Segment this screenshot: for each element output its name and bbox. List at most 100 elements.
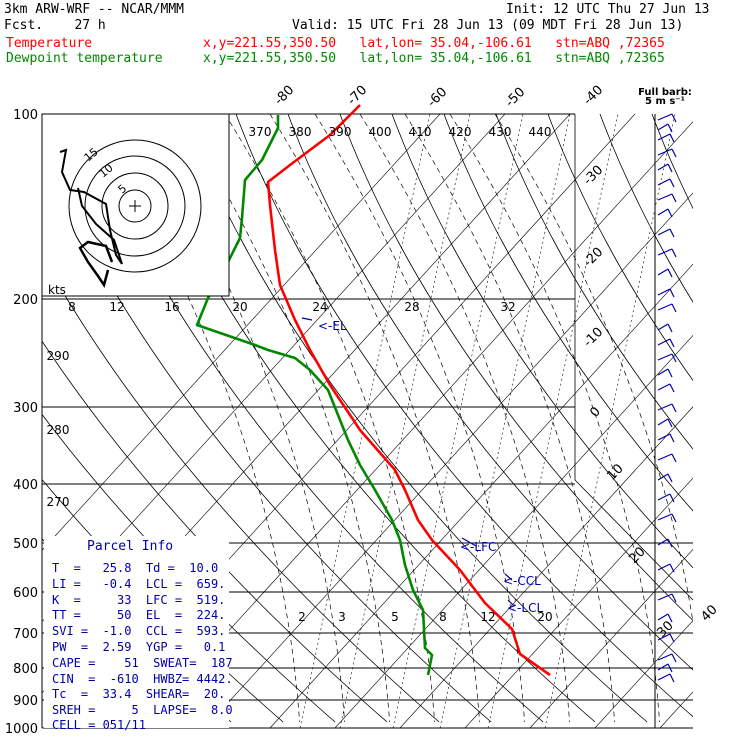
hodograph-speed-label: 20 [232, 300, 247, 314]
sounding-curves [195, 104, 551, 677]
wind-barb [657, 193, 673, 201]
wind-barb [669, 383, 675, 393]
isotherm-label: -70 [345, 83, 371, 109]
wind-barb [657, 148, 673, 156]
hodograph-trace [59, 148, 123, 265]
valid-time: Valid: 15 UTC Fri 28 Jun 13 (09 MDT Fri … [292, 18, 684, 33]
pressure-tick-label: 1000 [5, 722, 38, 737]
isotherm-label: -10 [581, 325, 607, 351]
wind-barb [657, 673, 671, 681]
temperature-legend: Temperature [6, 36, 93, 51]
parcel-level-tick [461, 537, 477, 547]
forecast-hour: Fcst. 27 h [4, 18, 106, 33]
moist-adiabat [269, 114, 480, 723]
wind-barb-unit: 5 m s⁻¹ [645, 96, 685, 107]
parcel-info-box [44, 536, 229, 728]
dewpoint-legend: Dewpoint temperature [6, 51, 163, 66]
mixing-ratio-line [392, 114, 524, 728]
theta-label: 410 [409, 125, 432, 139]
wind-barb [671, 353, 677, 363]
pressure-tick-label: 400 [13, 478, 38, 493]
wind-barb [657, 248, 673, 256]
wind-barb [657, 123, 669, 131]
wind-barb [671, 403, 677, 413]
dry-adiabat [495, 114, 693, 450]
dry-adiabat [287, 114, 693, 671]
wind-barb [657, 323, 669, 331]
wind-barb [657, 338, 671, 346]
wind-barb [667, 613, 673, 623]
hodograph-ring [84, 155, 186, 257]
parcel-row: SVI = -1.0 CCL = 593. [52, 624, 226, 638]
wind-barb [671, 653, 677, 663]
hodograph-ring [68, 139, 202, 273]
wind-barb [669, 433, 675, 443]
hodograph-speed-label: 12 [109, 300, 124, 314]
chart-edge [574, 479, 694, 601]
wind-barb [671, 248, 677, 258]
mixing-ratio-label: 8 [439, 610, 447, 624]
wind-barb [657, 613, 669, 621]
parcel-row: SREH = 5 LAPSE= 8.0 [52, 703, 233, 717]
wind-barb [657, 163, 669, 171]
isotherm-label: -20 [581, 245, 607, 271]
hodograph-speed-label: 8 [68, 300, 76, 314]
isotherm-label: -50 [503, 85, 529, 111]
isotherm [269, 263, 693, 728]
wind-barb [669, 338, 675, 348]
mixing-ratio-label: 5 [391, 610, 399, 624]
moist-adiabat [404, 114, 615, 723]
wind-barb [657, 288, 671, 296]
wind-barb [669, 228, 675, 238]
isotherm [42, 114, 441, 551]
wind-barb [657, 353, 673, 361]
parcel-row: T = 25.8 Td = 10.0 [52, 561, 219, 575]
wind-barb [667, 368, 673, 378]
wind-barb [657, 663, 669, 671]
wind-barb [657, 113, 673, 121]
wind-barb [657, 268, 669, 276]
dewpoint-location: x,y=221.55,350.50 lat,lon= 35.04,-106.61… [203, 51, 665, 66]
wind-barb [657, 453, 673, 461]
wind-barb [667, 123, 673, 133]
parcel-row: CIN = -610 HWBZ= 4442. [52, 672, 233, 686]
wind-barb [669, 673, 675, 683]
dry-adiabat [235, 114, 693, 718]
wind-barb [669, 288, 675, 298]
wind-barb [667, 418, 673, 428]
moist-adiabat [449, 114, 660, 723]
theta-label: 290 [47, 349, 70, 363]
hodograph-speed-label: 28 [404, 300, 419, 314]
wind-barb [669, 178, 675, 188]
pressure-tick-label: 600 [13, 586, 38, 601]
isotherm [659, 691, 693, 728]
isotherm-label: -40 [581, 83, 607, 109]
pressure-tick-label: 700 [13, 627, 38, 642]
wind-barb [657, 383, 671, 391]
dry-adiabat [599, 114, 693, 303]
dry-adiabat [391, 114, 693, 569]
isotherm [529, 548, 693, 728]
init-time: Init: 12 UTC Thu 27 Jun 13 [506, 2, 710, 17]
hodograph-speed-label: 24 [312, 300, 327, 314]
sounding-line [266, 104, 551, 677]
isotherm-label: -60 [425, 85, 451, 111]
pressure-tick-label: 200 [13, 293, 38, 308]
dry-adiabat [443, 114, 693, 512]
pressure-tick-label: 500 [13, 537, 38, 552]
isotherm [42, 114, 506, 623]
dry-adiabat [704, 114, 740, 722]
pressure-tick-label: 300 [13, 401, 38, 416]
isotherm [334, 335, 693, 728]
wind-barb [669, 493, 675, 503]
wind-barb [657, 513, 673, 521]
dry-adiabat [183, 114, 648, 723]
wind-barb [669, 133, 675, 143]
hodograph-unit: kts [48, 283, 66, 297]
model-title: 3km ARW-WRF -- NCAR/MMM [4, 2, 185, 17]
theta-label: 440 [529, 125, 552, 139]
parcel-row: Tc = 33.4 SHEAR= 20. [52, 687, 226, 701]
wind-barb [667, 323, 673, 333]
wind-barb [669, 563, 675, 573]
wind-barb [669, 633, 675, 643]
